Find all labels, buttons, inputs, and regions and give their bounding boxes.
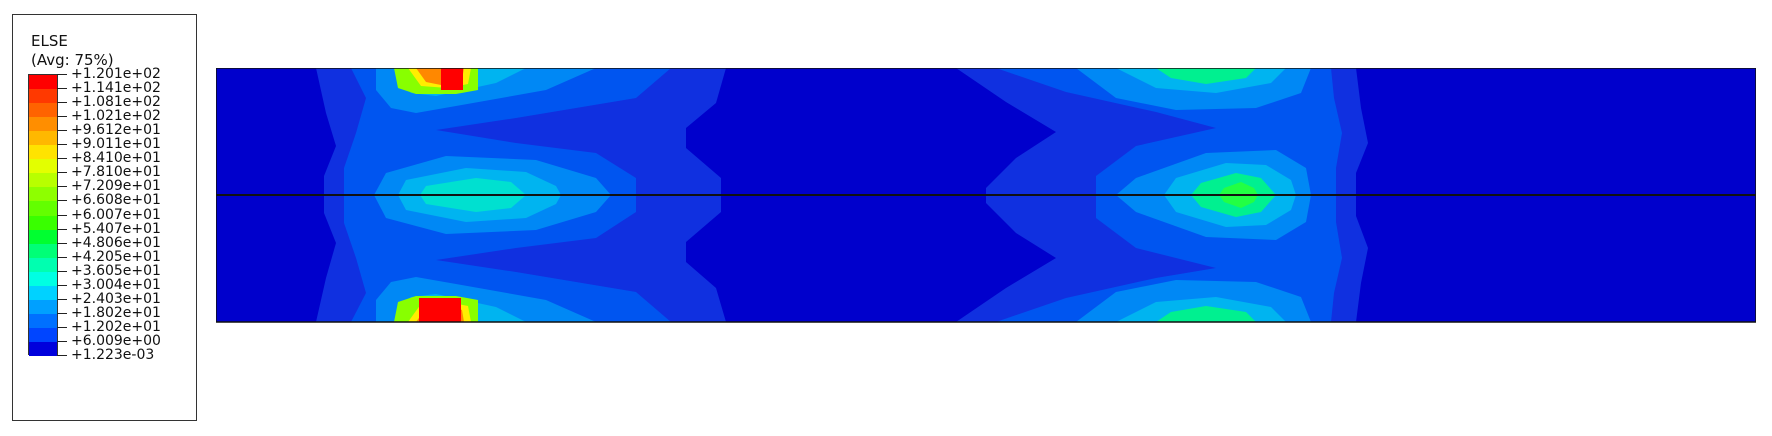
legend-tick-mark bbox=[57, 326, 67, 328]
legend-color-band bbox=[29, 201, 57, 216]
legend-color-band bbox=[29, 215, 57, 231]
legend-tick-label: +1.081e+02 bbox=[71, 94, 161, 111]
legend-color-band bbox=[29, 117, 57, 132]
legend-tick-label: +1.223e-03 bbox=[71, 347, 155, 363]
legend-tick-label: +3.605e+01 bbox=[71, 262, 161, 279]
contour-plot-svg bbox=[216, 68, 1756, 323]
legend-tick-mark bbox=[57, 144, 67, 146]
legend-tick-label: +1.802e+01 bbox=[71, 304, 161, 321]
contour-region-right-top-green bbox=[1156, 68, 1256, 84]
legend-tick-mark bbox=[57, 270, 67, 272]
legend-color-band bbox=[29, 327, 57, 343]
legend-color-band bbox=[29, 131, 57, 146]
legend-color-band bbox=[29, 229, 57, 245]
legend-tick-mark bbox=[57, 130, 67, 132]
hotspot-top-core bbox=[441, 68, 463, 90]
legend-color-band bbox=[29, 187, 57, 202]
legend-tick-mark bbox=[57, 74, 67, 75]
legend-tick-label: +6.608e+01 bbox=[71, 192, 161, 209]
legend-color-band bbox=[29, 257, 57, 273]
legend-tick-label: +3.004e+01 bbox=[71, 276, 161, 293]
hotspot-bottom-core bbox=[419, 298, 461, 322]
legend-tick-label: +4.205e+01 bbox=[71, 248, 161, 265]
legend-color-band bbox=[29, 313, 57, 329]
legend-tick-mark bbox=[57, 116, 67, 118]
legend-tick-label: +1.202e+01 bbox=[71, 318, 161, 335]
legend-tick-mark bbox=[57, 228, 67, 230]
legend-tick-mark bbox=[57, 186, 67, 188]
legend-color-band bbox=[29, 75, 57, 90]
legend-tick-label: +1.201e+02 bbox=[71, 66, 161, 82]
legend-tick-label: +5.407e+01 bbox=[71, 220, 161, 237]
legend-tick-mark bbox=[57, 312, 67, 314]
legend-tick-label: +4.806e+01 bbox=[71, 234, 161, 251]
legend-tick-label: +9.612e+01 bbox=[71, 122, 161, 139]
legend-tick-label: +6.009e+00 bbox=[71, 332, 161, 349]
legend-tick-mark bbox=[57, 284, 67, 286]
legend-tick-mark bbox=[57, 88, 67, 90]
legend-tick-mark bbox=[57, 158, 67, 160]
legend-tick-label: +2.403e+01 bbox=[71, 290, 161, 307]
legend-color-band bbox=[29, 285, 57, 301]
legend-tick-mark bbox=[57, 242, 67, 244]
legend-color-band bbox=[29, 89, 57, 104]
legend-averaging-label: (Avg: 75%) bbox=[31, 51, 114, 69]
legend-color-band bbox=[29, 145, 57, 160]
legend-color-band bbox=[29, 243, 57, 259]
legend-tick-mark bbox=[57, 102, 67, 104]
legend-color-scale bbox=[28, 74, 58, 357]
legend-color-band bbox=[29, 103, 57, 118]
legend-color-band bbox=[29, 159, 57, 174]
model-outline bbox=[216, 68, 1756, 323]
contour-region-right-bottom-green bbox=[1156, 306, 1256, 322]
legend-color-band bbox=[29, 299, 57, 315]
legend-color-band bbox=[29, 173, 57, 188]
legend-tick-label: +7.209e+01 bbox=[71, 178, 161, 195]
legend-tick-mark bbox=[57, 340, 67, 342]
legend-tick-mark bbox=[57, 200, 67, 202]
legend-tick-label: +1.141e+02 bbox=[71, 80, 161, 97]
legend-tick-mark bbox=[57, 172, 67, 174]
legend-tick-label: +1.021e+02 bbox=[71, 108, 161, 125]
legend-tick-label: +9.011e+01 bbox=[71, 136, 161, 153]
legend-tick-mark bbox=[57, 256, 67, 258]
legend-tick-label: +6.007e+01 bbox=[71, 206, 161, 223]
legend-color-band bbox=[29, 271, 57, 287]
legend-tick-label: +8.410e+01 bbox=[71, 150, 161, 167]
contour-legend: ELSE (Avg: 75%) +1.201e+02 +1.141e+02 +1.0… bbox=[12, 14, 197, 421]
legend-tick-label: +7.810e+01 bbox=[71, 164, 161, 181]
legend-tick-mark bbox=[57, 214, 67, 216]
legend-color-band bbox=[29, 341, 57, 357]
legend-tick-mark bbox=[57, 355, 67, 356]
legend-tick-mark bbox=[57, 298, 67, 300]
legend-variable-title: ELSE bbox=[31, 32, 68, 50]
contour-plot-viewport[interactable] bbox=[216, 68, 1756, 353]
